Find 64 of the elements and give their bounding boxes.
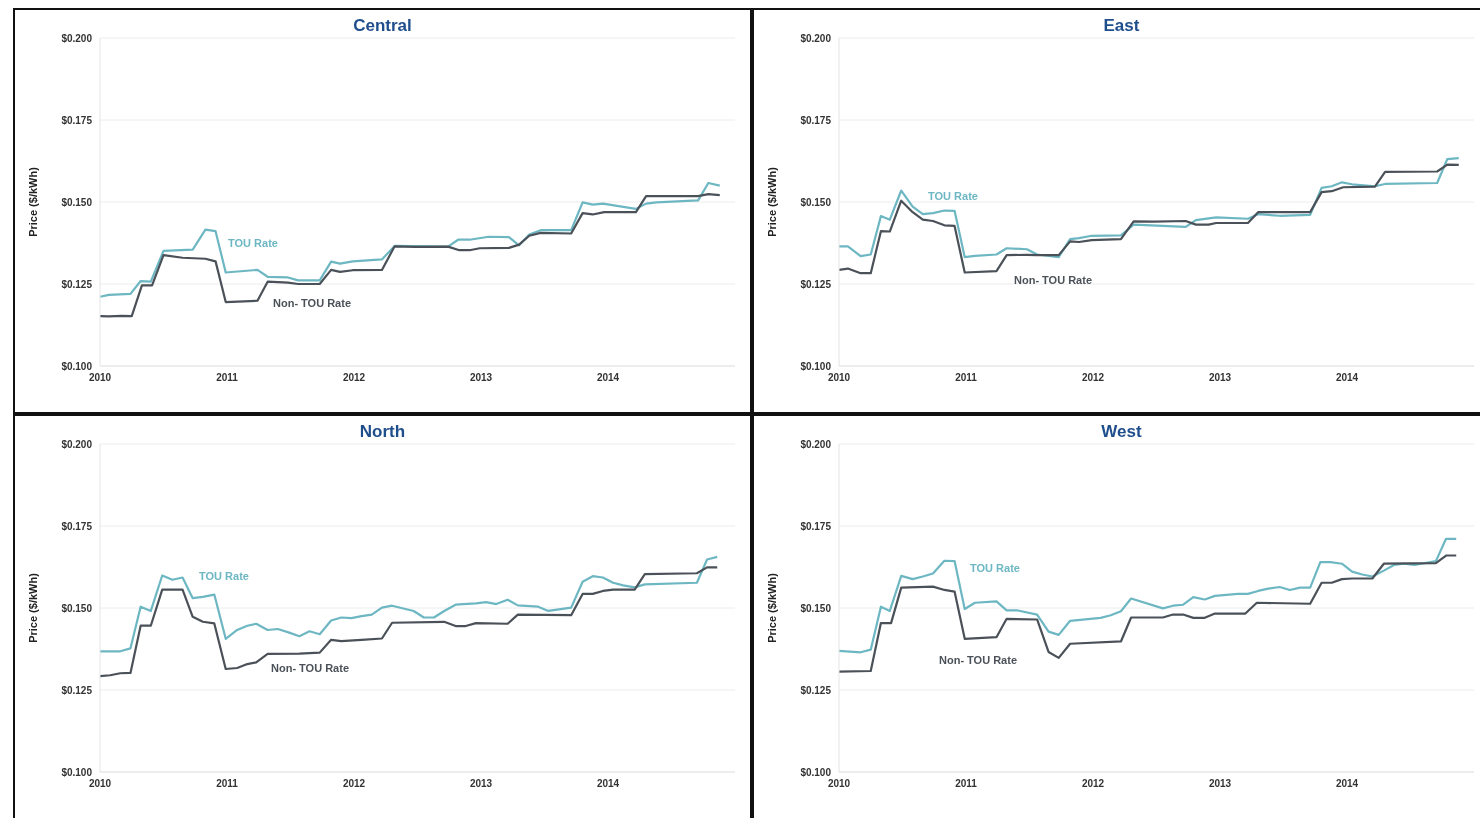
- series-label: TOU Rate: [228, 237, 278, 249]
- y-tick-label: $0.150: [61, 196, 93, 208]
- line-series: [839, 163, 1460, 275]
- chart-title: West: [1101, 422, 1142, 441]
- y-axis-title: Price ($/kWh): [26, 166, 39, 237]
- y-tick-label: $0.125: [800, 278, 832, 290]
- y-tick-label: $0.175: [61, 114, 93, 126]
- y-tick-label: $0.125: [61, 278, 93, 290]
- x-tick-label: 2014: [1335, 778, 1359, 790]
- y-tick-label: $0.200: [61, 438, 93, 450]
- series-label: Non- TOU Rate: [271, 662, 350, 674]
- y-tick-label: $0.200: [800, 438, 832, 450]
- x-tick-label: 2014: [596, 372, 620, 384]
- y-tick-label: $0.100: [61, 360, 93, 372]
- x-tick-label: 2012: [342, 778, 366, 790]
- x-tick-label: 2010: [88, 778, 112, 790]
- x-tick-label: 2012: [1081, 372, 1105, 384]
- y-tick-label: $0.125: [61, 684, 93, 696]
- line-series: [839, 554, 1458, 673]
- chart-title: Central: [353, 16, 412, 35]
- series-label: TOU Rate: [199, 570, 249, 582]
- y-tick-label: $0.175: [800, 520, 832, 532]
- series-label: TOU Rate: [970, 562, 1020, 574]
- y-tick-label: $0.100: [61, 766, 93, 778]
- y-tick-label: $0.150: [800, 196, 832, 208]
- x-tick-label: 2011: [216, 778, 239, 790]
- series-label: Non- TOU Rate: [1014, 274, 1093, 286]
- line-series: [100, 193, 721, 318]
- x-tick-label: 2010: [827, 372, 851, 384]
- y-axis-title: Price ($/kWh): [26, 572, 39, 643]
- y-tick-label: $0.150: [61, 602, 93, 614]
- y-tick-label: $0.200: [800, 32, 832, 44]
- y-tick-label: $0.125: [800, 684, 832, 696]
- y-tick-label: $0.175: [61, 520, 93, 532]
- x-tick-label: 2013: [469, 372, 493, 384]
- x-tick-label: 2012: [1081, 778, 1105, 790]
- chart-title: North: [359, 422, 406, 441]
- x-tick-label: 2014: [1335, 372, 1359, 384]
- x-tick-label: 2013: [1208, 372, 1232, 384]
- y-tick-label: $0.200: [61, 32, 93, 44]
- y-axis-title: Price ($/kWh): [765, 572, 778, 643]
- line-series: [100, 555, 719, 653]
- line-series: [100, 566, 719, 678]
- x-tick-label: 2011: [955, 778, 978, 790]
- line-series: [839, 537, 1458, 654]
- x-tick-label: 2011: [216, 372, 239, 384]
- series-label: Non- TOU Rate: [273, 297, 352, 309]
- y-axis-title: Price ($/kWh): [765, 166, 778, 237]
- y-tick-label: $0.150: [800, 602, 832, 614]
- x-tick-label: 2010: [827, 778, 851, 790]
- x-tick-label: 2011: [955, 372, 978, 384]
- y-tick-label: $0.175: [800, 114, 832, 126]
- y-tick-label: $0.100: [800, 766, 832, 778]
- line-series: [100, 181, 721, 298]
- line-series: [839, 156, 1460, 259]
- series-label: Non- TOU Rate: [939, 654, 1018, 666]
- x-tick-label: 2013: [469, 778, 493, 790]
- x-tick-label: 2013: [1208, 778, 1232, 790]
- series-label: TOU Rate: [928, 190, 978, 202]
- x-tick-label: 2014: [596, 778, 620, 790]
- chart-title: East: [1103, 16, 1140, 35]
- x-tick-label: 2010: [88, 372, 112, 384]
- x-tick-label: 2012: [342, 372, 366, 384]
- y-tick-label: $0.100: [800, 360, 832, 372]
